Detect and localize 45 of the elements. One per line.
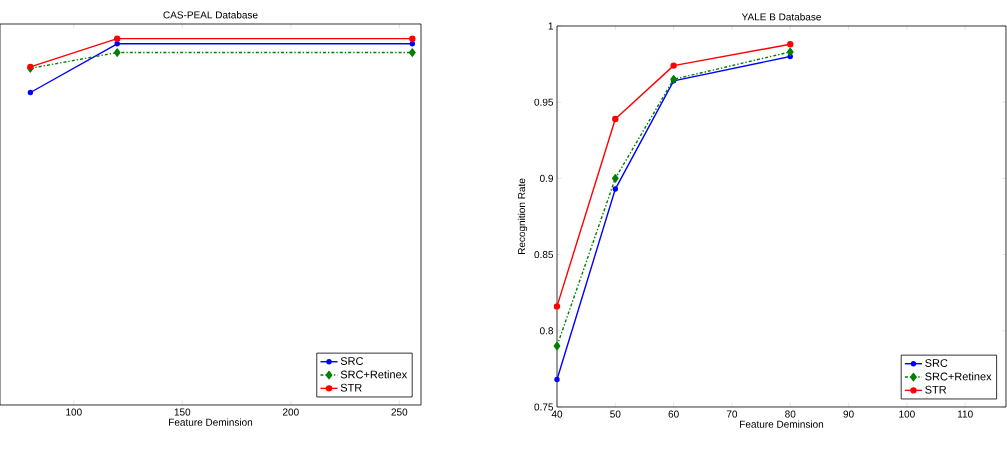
y-tick-label: 0.9 (539, 174, 554, 182)
y-tick-label: 0.8 (539, 327, 554, 335)
x-axis-title: Feature Deminsion (740, 420, 824, 428)
x-tick-label: 60 (668, 410, 679, 418)
y-tick-label: 0.85 (534, 251, 554, 259)
legend-label: SRC (925, 359, 948, 367)
x-axis-title: Feature Deminsion (169, 418, 253, 426)
x-tick-label: 90 (843, 410, 854, 418)
x-tick-label: 40 (551, 410, 563, 418)
point (553, 303, 561, 310)
x-tick-label: 110 (957, 410, 973, 418)
point (553, 341, 561, 351)
legend-label: SRC (340, 357, 364, 365)
x-tick-label: 250 (391, 408, 408, 416)
legend-label: SRC+Retinex (340, 370, 408, 379)
legend-label: STR (340, 383, 362, 392)
point (409, 41, 416, 47)
x-tick-label: 150 (174, 408, 191, 416)
x-tick-label: 70 (726, 410, 738, 418)
point (670, 62, 677, 69)
legend-label: SRC+Retinex (925, 372, 992, 381)
point (114, 41, 120, 47)
point (612, 115, 619, 123)
y-axis-title: Recognition Rate (517, 178, 528, 255)
y-tick-label: 0.95 (534, 98, 554, 106)
point (554, 376, 560, 383)
x-tick-label: 200 (282, 408, 299, 416)
x-tick-label: 80 (785, 410, 796, 418)
legend-label: STR (925, 385, 947, 394)
x-tick-label: 50 (610, 410, 621, 418)
point (408, 48, 416, 57)
x-tick-label: 100 (899, 410, 915, 418)
y-tick-label: 1 (548, 22, 553, 30)
point (113, 48, 121, 57)
x-tick-label: 100 (66, 408, 82, 416)
chart-title: CAS-PEAL Database (163, 11, 258, 19)
point (27, 89, 34, 96)
point (787, 41, 794, 48)
point (611, 174, 619, 183)
point (612, 186, 619, 192)
y-tick-label: 0.75 (534, 403, 554, 411)
point (786, 47, 794, 57)
point (114, 35, 121, 42)
chart-title: YALE B Database (741, 13, 821, 21)
point (409, 35, 416, 42)
